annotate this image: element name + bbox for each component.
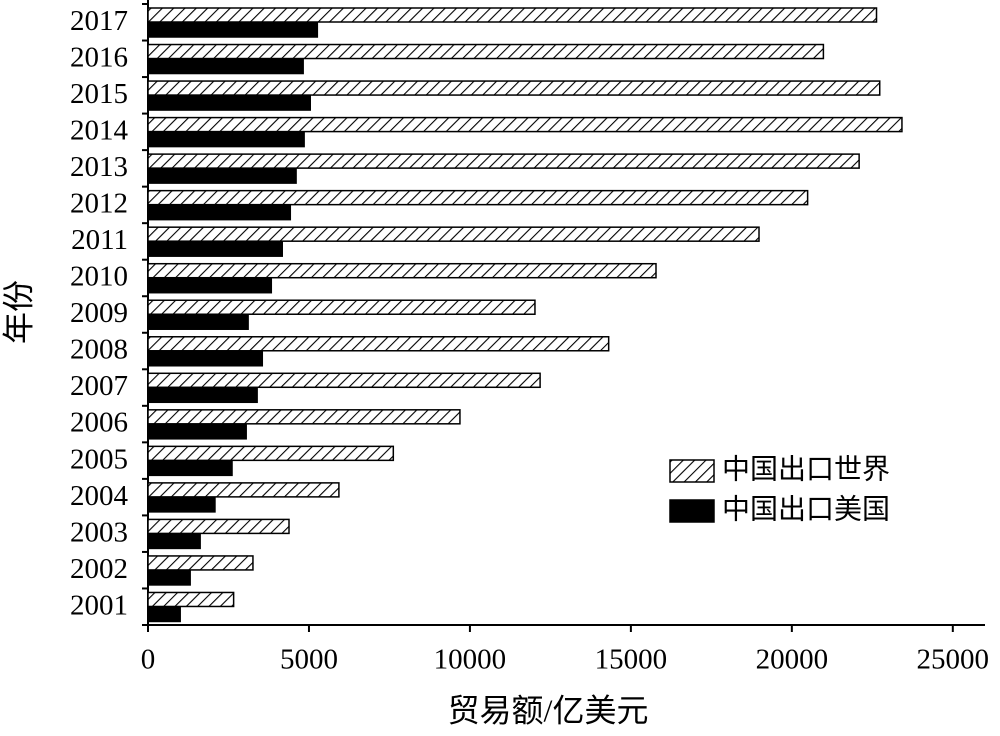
- y-tick-label: 2009: [70, 297, 128, 329]
- bar: [147, 424, 247, 440]
- bar: [147, 387, 258, 404]
- bar: [147, 351, 264, 367]
- bar: [147, 533, 201, 550]
- y-axis-label: 年份: [0, 280, 36, 344]
- bar: [147, 372, 541, 389]
- y-tick-label: 2013: [70, 151, 128, 183]
- y-tick-label: 2006: [70, 407, 128, 439]
- y-tick-label: 2015: [70, 78, 128, 110]
- bar: [147, 497, 216, 513]
- x-tick-label: 25000: [917, 644, 990, 676]
- legend-swatch: [669, 459, 715, 483]
- y-tick-label: 2002: [70, 553, 128, 585]
- y-tick-label: 2012: [70, 188, 128, 220]
- y-tick-label: 2011: [71, 224, 128, 256]
- bar: [147, 336, 610, 352]
- legend-label: 中国出口世界: [722, 453, 890, 485]
- x-tick-label: 5000: [280, 644, 338, 676]
- y-tick-label: 2007: [70, 370, 128, 402]
- bar: [147, 241, 283, 257]
- bar: [147, 226, 760, 242]
- bar: [147, 153, 860, 169]
- bar: [147, 189, 809, 206]
- x-tick-label: 0: [141, 644, 156, 676]
- bar: [147, 482, 340, 498]
- bar: [147, 262, 657, 279]
- x-tick-label: 15000: [595, 644, 668, 676]
- y-tick-label: 2001: [70, 589, 128, 621]
- y-tick-label: 2005: [70, 443, 128, 475]
- bar: [147, 460, 233, 477]
- bar: [147, 570, 191, 586]
- legend-label: 中国出口美国: [722, 493, 890, 525]
- bar: [147, 80, 881, 96]
- y-tick-label: 2016: [70, 41, 128, 73]
- bar: [147, 168, 297, 184]
- y-tick-label: 2017: [70, 5, 128, 37]
- bar: [147, 204, 292, 221]
- bar: [147, 445, 395, 462]
- bar: [147, 131, 305, 148]
- bar: [147, 7, 878, 23]
- y-tick-label: 2004: [70, 480, 129, 512]
- bar: [147, 409, 461, 425]
- x-tick-label: 10000: [434, 644, 507, 676]
- bar: [147, 518, 290, 535]
- bar: [147, 22, 319, 38]
- bar: [147, 277, 273, 294]
- y-tick-label: 2008: [70, 334, 128, 366]
- x-tick-label: 20000: [756, 644, 829, 676]
- y-tick-label: 2010: [70, 261, 128, 293]
- bar: [147, 58, 304, 75]
- x-axis-label: 贸易额/亿美元: [448, 692, 649, 728]
- bar: [147, 299, 536, 315]
- bar: [147, 555, 254, 571]
- legend-swatch: [669, 499, 715, 523]
- y-tick-label: 2014: [70, 115, 129, 147]
- bar: [147, 116, 903, 133]
- bar: [147, 43, 825, 60]
- bar: [147, 591, 235, 608]
- bar: [147, 606, 181, 623]
- bar: [147, 314, 249, 330]
- y-tick-label: 2003: [70, 516, 128, 548]
- bar: [147, 95, 311, 111]
